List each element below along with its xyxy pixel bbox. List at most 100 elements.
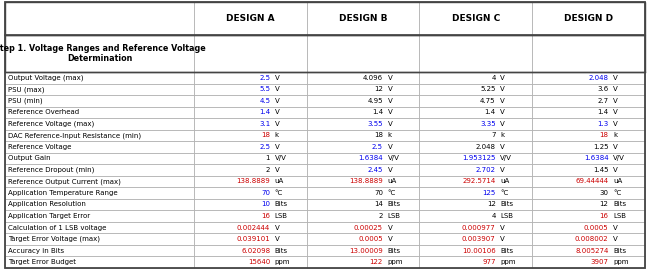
Text: V: V xyxy=(275,121,280,127)
Text: DESIGN C: DESIGN C xyxy=(452,14,500,23)
Bar xyxy=(5,164,194,176)
Text: 6.02098: 6.02098 xyxy=(241,248,270,254)
Bar xyxy=(194,245,307,256)
Bar xyxy=(5,176,194,187)
Text: V: V xyxy=(275,86,280,92)
Text: 2.5: 2.5 xyxy=(259,75,270,81)
Text: PSU (min): PSU (min) xyxy=(8,97,43,104)
Bar xyxy=(419,130,532,141)
Text: Target Error Voltage (max): Target Error Voltage (max) xyxy=(8,236,101,242)
Bar xyxy=(419,187,532,199)
Bar xyxy=(307,233,419,245)
Text: 1.4: 1.4 xyxy=(372,109,383,115)
Text: 16: 16 xyxy=(261,213,270,219)
Text: uA: uA xyxy=(613,178,622,184)
Bar xyxy=(194,222,307,233)
Text: V: V xyxy=(387,236,392,242)
Bar xyxy=(5,107,194,118)
Text: LSB: LSB xyxy=(387,213,400,219)
Text: 10: 10 xyxy=(261,201,270,207)
Bar xyxy=(5,130,194,141)
Bar xyxy=(194,72,307,83)
Text: Reference Voltage (max): Reference Voltage (max) xyxy=(8,121,95,127)
Text: V/V: V/V xyxy=(500,156,512,161)
Bar xyxy=(5,245,194,256)
Text: V: V xyxy=(500,167,505,173)
Text: V: V xyxy=(500,98,505,104)
Bar xyxy=(5,199,194,210)
Bar xyxy=(194,130,307,141)
Bar xyxy=(194,233,307,245)
Text: 1.4: 1.4 xyxy=(484,109,496,115)
Bar xyxy=(307,256,419,268)
Text: V: V xyxy=(500,75,505,81)
Text: Bits: Bits xyxy=(275,201,288,207)
Text: 1.953125: 1.953125 xyxy=(462,156,496,161)
Text: V: V xyxy=(500,109,505,115)
Text: uA: uA xyxy=(500,178,510,184)
Text: Output Voltage (max): Output Voltage (max) xyxy=(8,75,84,81)
Bar xyxy=(532,118,645,130)
Bar xyxy=(5,141,194,153)
Bar xyxy=(307,245,419,256)
Bar xyxy=(532,233,645,245)
Text: Bits: Bits xyxy=(613,248,626,254)
Text: °C: °C xyxy=(387,190,396,196)
Text: 2.7: 2.7 xyxy=(597,98,608,104)
Text: 30: 30 xyxy=(599,190,608,196)
Text: 0.00025: 0.00025 xyxy=(354,225,383,231)
Text: 4.75: 4.75 xyxy=(480,98,496,104)
Bar xyxy=(194,107,307,118)
Bar xyxy=(419,35,532,72)
Text: ppm: ppm xyxy=(613,259,629,265)
Bar xyxy=(532,95,645,107)
Text: 3.6: 3.6 xyxy=(597,86,608,92)
Text: V: V xyxy=(275,167,280,173)
Bar xyxy=(532,245,645,256)
Bar xyxy=(307,130,419,141)
Bar xyxy=(532,164,645,176)
Bar xyxy=(532,72,645,83)
Bar xyxy=(419,141,532,153)
Text: Bits: Bits xyxy=(275,248,288,254)
Bar xyxy=(532,2,645,35)
Text: V: V xyxy=(500,121,505,127)
Bar xyxy=(419,83,532,95)
Bar xyxy=(532,187,645,199)
Bar xyxy=(5,35,194,72)
Text: 1.3: 1.3 xyxy=(597,121,608,127)
Bar xyxy=(419,199,532,210)
Bar xyxy=(419,2,532,35)
Text: 122: 122 xyxy=(370,259,383,265)
Text: Application Target Error: Application Target Error xyxy=(8,213,90,219)
Bar xyxy=(532,107,645,118)
Text: 977: 977 xyxy=(482,259,496,265)
Bar xyxy=(5,2,645,35)
Text: 1.4: 1.4 xyxy=(259,109,270,115)
Text: 3.55: 3.55 xyxy=(367,121,383,127)
Text: Bits: Bits xyxy=(613,201,626,207)
Text: V: V xyxy=(613,144,617,150)
Text: V: V xyxy=(275,109,280,115)
Text: V: V xyxy=(500,86,505,92)
Text: Bits: Bits xyxy=(500,201,514,207)
Bar xyxy=(532,83,645,95)
Text: 2: 2 xyxy=(378,213,383,219)
Text: °C: °C xyxy=(500,190,508,196)
Bar xyxy=(307,118,419,130)
Bar xyxy=(5,118,194,130)
Bar xyxy=(5,233,194,245)
Text: 0.003907: 0.003907 xyxy=(462,236,496,242)
Text: 0.039101: 0.039101 xyxy=(237,236,270,242)
Bar xyxy=(532,222,645,233)
Text: k: k xyxy=(387,132,391,139)
Text: 2.702: 2.702 xyxy=(476,167,496,173)
Text: Application Resolution: Application Resolution xyxy=(8,201,86,207)
Bar xyxy=(194,2,307,35)
Text: k: k xyxy=(613,132,617,139)
Bar xyxy=(419,233,532,245)
Bar xyxy=(307,210,419,222)
Text: V: V xyxy=(500,144,505,150)
Bar xyxy=(194,153,307,164)
Text: 69.44444: 69.44444 xyxy=(575,178,608,184)
